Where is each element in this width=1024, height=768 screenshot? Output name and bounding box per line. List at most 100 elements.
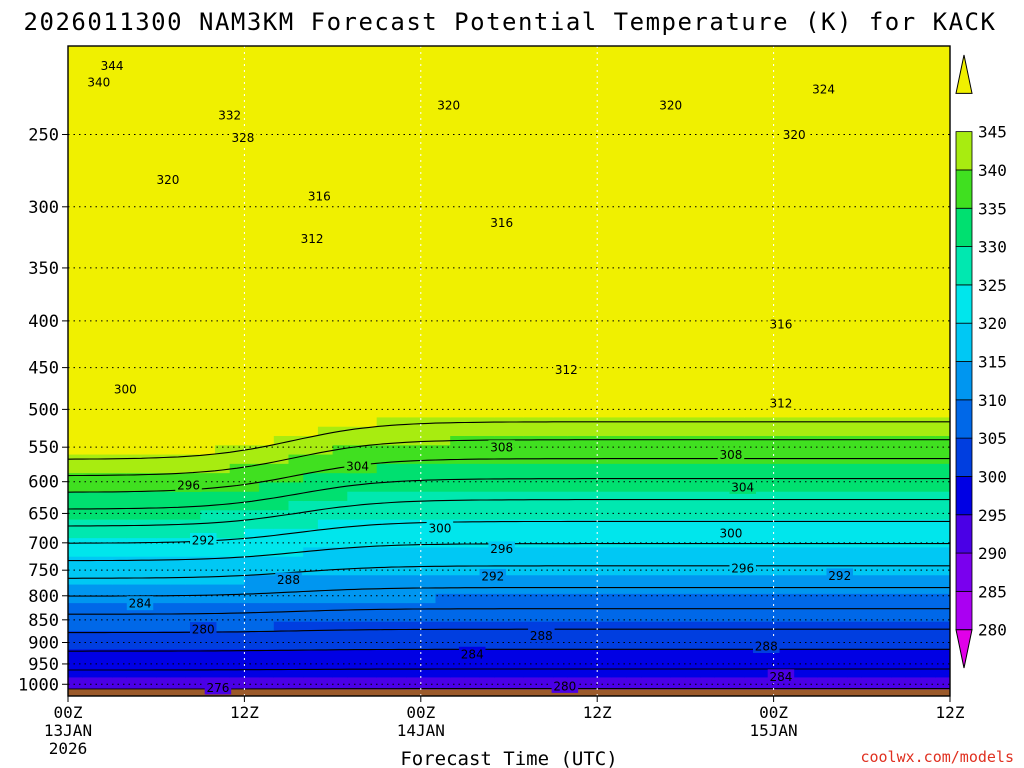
theta-cell [729,250,745,261]
theta-cell [685,194,701,205]
theta-cell [273,241,290,251]
theta-cell [935,575,950,586]
theta-cell [288,389,304,400]
theta-cell [112,417,128,428]
theta-cell [303,482,319,493]
theta-cell [891,101,907,112]
theta-cell [817,194,833,205]
theta-cell [744,612,760,623]
theta-cell [523,371,539,381]
theta-cell [185,315,201,326]
theta-cell [803,296,819,307]
theta-cell [126,222,143,233]
theta-cell [126,510,143,521]
theta-cell [626,361,642,372]
theta-cell [126,575,143,586]
theta-cell [847,398,863,409]
theta-cell [641,343,657,354]
theta-cell [714,575,731,586]
theta-cell [803,185,819,196]
theta-cell [847,259,863,270]
theta-cell [729,389,745,400]
theta-cell [435,621,451,632]
theta-cell [288,371,304,381]
theta-cell [803,176,819,186]
y-tick-label: 550 [28,438,59,458]
theta-cell [494,296,510,307]
theta-cell [847,463,863,474]
theta-cell [656,64,672,75]
theta-cell [567,436,584,446]
theta-cell [861,371,878,381]
theta-cell [391,73,407,84]
theta-cell [391,83,407,94]
theta-cell [450,631,466,641]
theta-cell [112,241,128,251]
theta-cell [582,83,598,94]
theta-cell [229,454,245,465]
theta-cell [891,120,907,131]
theta-cell [200,213,216,224]
theta-cell [229,343,245,354]
theta-cell [597,380,613,391]
theta-cell [332,83,348,94]
theta-cell [288,241,304,251]
theta-cell [200,473,216,484]
y-tick-label: 750 [28,561,59,581]
contour-label: 332 [218,108,241,122]
theta-cell [656,621,672,632]
theta-cell [288,510,304,521]
theta-cell [229,324,245,335]
theta-cell [288,408,304,419]
theta-cell [112,426,128,437]
theta-cell [126,566,143,576]
theta-cell [317,463,334,474]
theta-cell [656,454,672,465]
theta-cell [891,352,907,363]
theta-cell [905,631,922,641]
theta-cell [450,333,466,344]
theta-cell [700,111,716,121]
theta-cell [185,129,201,140]
theta-cell [200,584,216,595]
theta-cell [685,677,701,688]
theta-cell [788,631,804,641]
theta-cell [317,268,334,279]
theta-cell [406,649,422,660]
theta-cell [935,315,950,326]
theta-cell [656,426,672,437]
theta-cell [362,528,378,539]
theta-cell [758,343,775,354]
theta-cell [170,361,187,372]
theta-cell [185,213,201,224]
theta-cell [288,176,304,186]
theta-cell [347,426,363,437]
theta-cell [332,324,348,335]
theta-cell [905,603,922,614]
theta-cell [303,501,319,511]
theta-cell [376,268,392,279]
theta-cell [935,287,950,298]
contour-label-bg [551,678,579,693]
theta-cell [68,389,84,400]
theta-cell [847,380,863,391]
theta-cell [156,222,172,233]
theta-cell [68,185,84,196]
theta-cell [935,482,950,493]
theta-cell [332,603,348,614]
theta-cell [597,203,613,214]
theta-cell [758,138,775,149]
theta-cell [450,380,466,391]
x-tick-label: 00Z [54,703,83,722]
theta-cell [611,519,628,530]
theta-cell [582,547,598,558]
theta-cell [714,176,731,186]
theta-cell [420,491,437,502]
theta-cell [538,677,554,688]
theta-cell [920,463,936,474]
contour-label-bg [175,477,202,492]
theta-cell [347,528,363,539]
theta-cell [332,129,348,140]
theta-cell [185,426,201,437]
theta-cell [420,296,437,307]
